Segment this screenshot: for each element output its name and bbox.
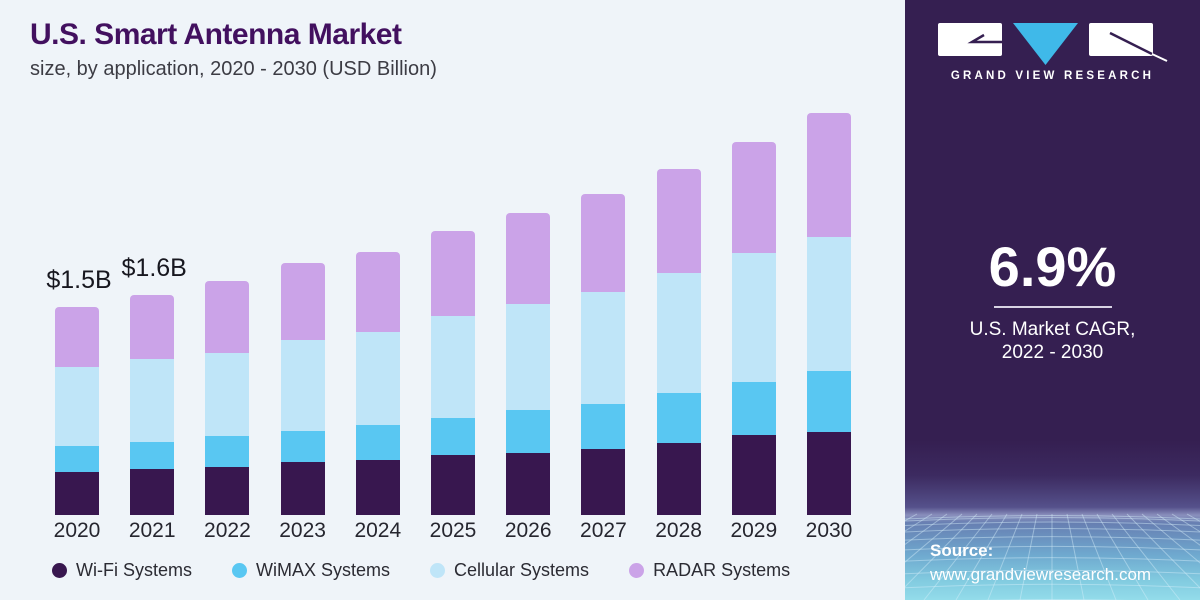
legend-dot-icon xyxy=(52,563,67,578)
bar-segment-wimax-systems-2027 xyxy=(581,404,626,449)
bar-segment-cellular-systems-2029 xyxy=(731,253,776,383)
cagr-value: 6.9% xyxy=(988,235,1117,298)
bar-segment-cellular-systems-2025 xyxy=(431,315,475,419)
cagr-divider xyxy=(993,305,1112,308)
bar-segment-wimax-systems-2022 xyxy=(205,436,250,467)
bar-2021 xyxy=(130,294,175,515)
brand-sidebar: GRAND VIEW RESEARCH 6.9% U.S. Market CAG… xyxy=(905,0,1200,600)
bar-segment-radar-systems-2021 xyxy=(130,294,175,359)
legend-label: WiMAX Systems xyxy=(256,560,391,580)
bar-segment-wimax-systems-2028 xyxy=(656,393,701,443)
legend-item-wi-fi-systems: Wi-Fi Systems xyxy=(52,560,192,581)
bar-2023 xyxy=(280,262,325,515)
legend-dot-icon xyxy=(430,563,446,578)
legend-label: Cellular Systems xyxy=(454,560,590,580)
bar-segment-wimax-systems-2025 xyxy=(431,418,475,456)
legend-dot-icon xyxy=(232,563,247,578)
bar-segment-wimax-systems-2030 xyxy=(807,370,851,432)
legend-item-wimax-systems: WiMAX Systems xyxy=(232,560,390,581)
page-title: U.S. Smart Antenna Market xyxy=(30,18,402,51)
source-block: Source: www.grandviewresearch.com xyxy=(930,539,1151,588)
bar-segment-radar-systems-2024 xyxy=(355,251,400,333)
x-axis-label-2023: 2023 xyxy=(279,519,326,542)
x-axis-label-2029: 2029 xyxy=(730,519,778,542)
bar-segment-wi-fi-systems-2022 xyxy=(205,466,250,515)
x-axis-label-2025: 2025 xyxy=(429,519,477,542)
gvr-logo xyxy=(905,21,1200,72)
bar-2024 xyxy=(355,251,400,515)
stacked-bar-chart: 2020 2021 2022 2023 2024 2025 2026 2027 2028 2029… xyxy=(46,113,852,542)
bar-segment-radar-systems-2020 xyxy=(55,307,99,367)
bar-segment-wimax-systems-2024 xyxy=(355,424,400,460)
source-url: www.grandviewresearch.com xyxy=(930,565,1152,585)
legend-item-cellular-systems: Cellular Systems xyxy=(430,560,589,581)
bar-segment-cellular-systems-2021 xyxy=(130,358,175,442)
bar-segment-radar-systems-2027 xyxy=(581,193,626,293)
bar-value-label-2021: $1.6B xyxy=(121,253,187,282)
bar-segment-radar-systems-2026 xyxy=(506,213,551,305)
bar-segment-wi-fi-systems-2021 xyxy=(130,469,175,515)
x-axis-label-2026: 2026 xyxy=(504,519,552,542)
legend-dot-icon xyxy=(629,563,645,578)
bar-2028 xyxy=(656,168,701,515)
brand-name: GRAND VIEW RESEARCH xyxy=(950,70,1155,82)
bar-segment-radar-systems-2022 xyxy=(205,280,250,353)
bar-segment-wimax-systems-2023 xyxy=(280,430,325,463)
bar-segment-wi-fi-systems-2024 xyxy=(355,459,400,515)
bar-2020 xyxy=(55,307,99,515)
bar-segment-cellular-systems-2023 xyxy=(280,340,325,431)
bar-2029 xyxy=(731,142,776,515)
bar-segment-wi-fi-systems-2026 xyxy=(506,452,551,515)
cagr-caption-line2: 2022 - 2030 xyxy=(1001,342,1104,364)
legend-label: RADAR Systems xyxy=(653,560,791,580)
chart-legend: Wi-Fi Systems WiMAX Systems Cellular Syste… xyxy=(52,560,790,581)
legend-item-radar-systems: RADAR Systems xyxy=(629,560,790,581)
bar-segment-radar-systems-2029 xyxy=(731,142,776,254)
x-axis-label-2027: 2027 xyxy=(580,519,627,542)
cagr-block: 6.9% U.S. Market CAGR, 2022 - 2030 xyxy=(905,236,1200,365)
x-axis-label-2028: 2028 xyxy=(655,519,702,542)
bar-segment-cellular-systems-2024 xyxy=(355,332,400,425)
bar-segment-wi-fi-systems-2025 xyxy=(431,455,475,515)
bar-2030 xyxy=(807,113,851,515)
bar-segment-wimax-systems-2021 xyxy=(130,441,175,470)
x-axis-label-2024: 2024 xyxy=(354,519,402,542)
bar-segment-cellular-systems-2030 xyxy=(807,236,851,371)
legend-label: Wi-Fi Systems xyxy=(76,560,192,580)
bar-segment-radar-systems-2030 xyxy=(807,113,851,237)
bar-segment-cellular-systems-2027 xyxy=(581,292,626,405)
bar-2027 xyxy=(581,193,626,515)
bar-segment-wimax-systems-2020 xyxy=(55,445,99,473)
bar-2026 xyxy=(506,213,551,515)
x-axis-label-2021: 2021 xyxy=(128,519,176,542)
bar-2022 xyxy=(205,280,250,515)
x-axis-label-2030: 2030 xyxy=(805,519,853,542)
bar-2025 xyxy=(431,231,475,515)
bar-segment-radar-systems-2028 xyxy=(656,168,701,273)
bar-value-label-2020: $1.5B xyxy=(46,266,112,295)
bar-segment-cellular-systems-2020 xyxy=(55,366,99,446)
bar-segment-cellular-systems-2022 xyxy=(205,352,250,437)
bar-segment-cellular-systems-2026 xyxy=(506,304,551,410)
cagr-caption-line1: U.S. Market CAGR, xyxy=(969,318,1136,340)
x-axis-label-2022: 2022 xyxy=(204,519,251,542)
bar-segment-wi-fi-systems-2027 xyxy=(581,448,626,515)
bar-segment-wimax-systems-2026 xyxy=(506,409,551,453)
source-label: Source: xyxy=(930,540,994,560)
page-subtitle: size, by application, 2020 - 2030 (USD B… xyxy=(30,58,437,80)
x-axis-label-2020: 2020 xyxy=(53,519,101,542)
bar-segment-wi-fi-systems-2029 xyxy=(731,434,776,515)
bar-segment-wimax-systems-2029 xyxy=(731,382,776,435)
gvr-logo-icon xyxy=(937,23,1167,65)
chart-panel: U.S. Smart Antenna Market size, by appli… xyxy=(30,18,853,581)
mesh-footer: Source: www.grandviewresearch.com xyxy=(905,440,1200,600)
bar-segment-wi-fi-systems-2020 xyxy=(55,472,99,515)
bar-segment-cellular-systems-2028 xyxy=(656,272,701,394)
bar-segment-radar-systems-2023 xyxy=(280,262,325,341)
bar-segment-wi-fi-systems-2030 xyxy=(807,431,851,515)
bar-segment-radar-systems-2025 xyxy=(431,231,475,316)
bar-segment-wi-fi-systems-2028 xyxy=(656,442,701,515)
bar-segment-wi-fi-systems-2023 xyxy=(280,462,325,515)
